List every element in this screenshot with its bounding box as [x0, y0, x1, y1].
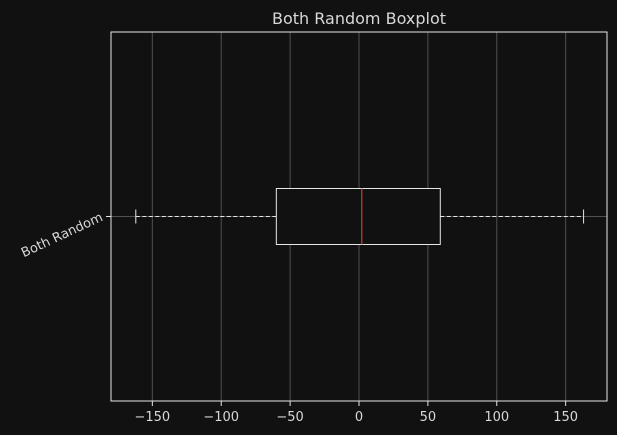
x-tick-label: 150: [553, 410, 578, 425]
x-tick-label: −150: [134, 410, 170, 425]
x-tick-label: −50: [276, 410, 303, 425]
box-iqr: [275, 188, 441, 245]
x-tick-label: −100: [203, 410, 239, 425]
x-tick-label: 0: [355, 410, 363, 425]
x-tick-label: 50: [420, 410, 437, 425]
box-layer: [135, 188, 585, 245]
chart-title: Both Random Boxplot: [272, 9, 446, 28]
x-tick-label: 100: [484, 410, 509, 425]
x-axis-ticks: −150 −100 −50 0 50 100 150: [134, 401, 578, 425]
